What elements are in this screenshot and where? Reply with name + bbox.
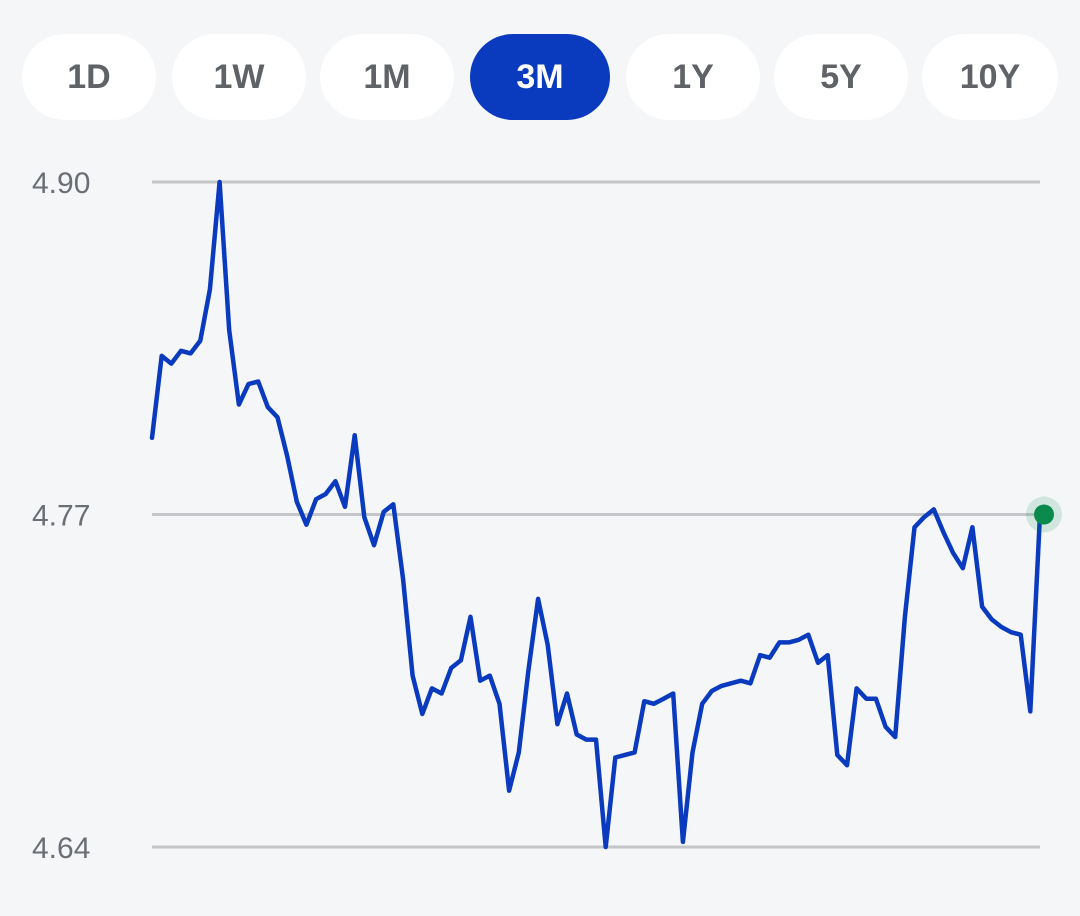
range-button-1y[interactable]: 1Y: [626, 34, 760, 120]
price-line-chart: 4.90 4.77 4.64: [32, 167, 1062, 865]
range-button-10y[interactable]: 10Y: [922, 34, 1058, 120]
y-tick-label: 4.64: [32, 832, 90, 865]
range-button-5y[interactable]: 5Y: [774, 34, 908, 120]
y-tick-label: 4.77: [32, 500, 90, 533]
range-selector: 1D 1W 1M 3M 1Y 5Y 10Y: [0, 0, 1080, 140]
range-button-3m[interactable]: 3M: [470, 34, 610, 120]
y-axis-tick-labels: 4.90 4.77 4.64: [32, 167, 90, 865]
last-point-marker-layer: [1026, 496, 1062, 533]
series-line: [149, 179, 1043, 850]
range-button-1m[interactable]: 1M: [320, 34, 454, 120]
y-tick-label: 4.90: [32, 167, 90, 200]
range-button-1d[interactable]: 1D: [22, 34, 156, 120]
series-layer: [149, 179, 1043, 850]
range-button-1w[interactable]: 1W: [172, 34, 306, 120]
last-point-marker: [1034, 504, 1054, 525]
